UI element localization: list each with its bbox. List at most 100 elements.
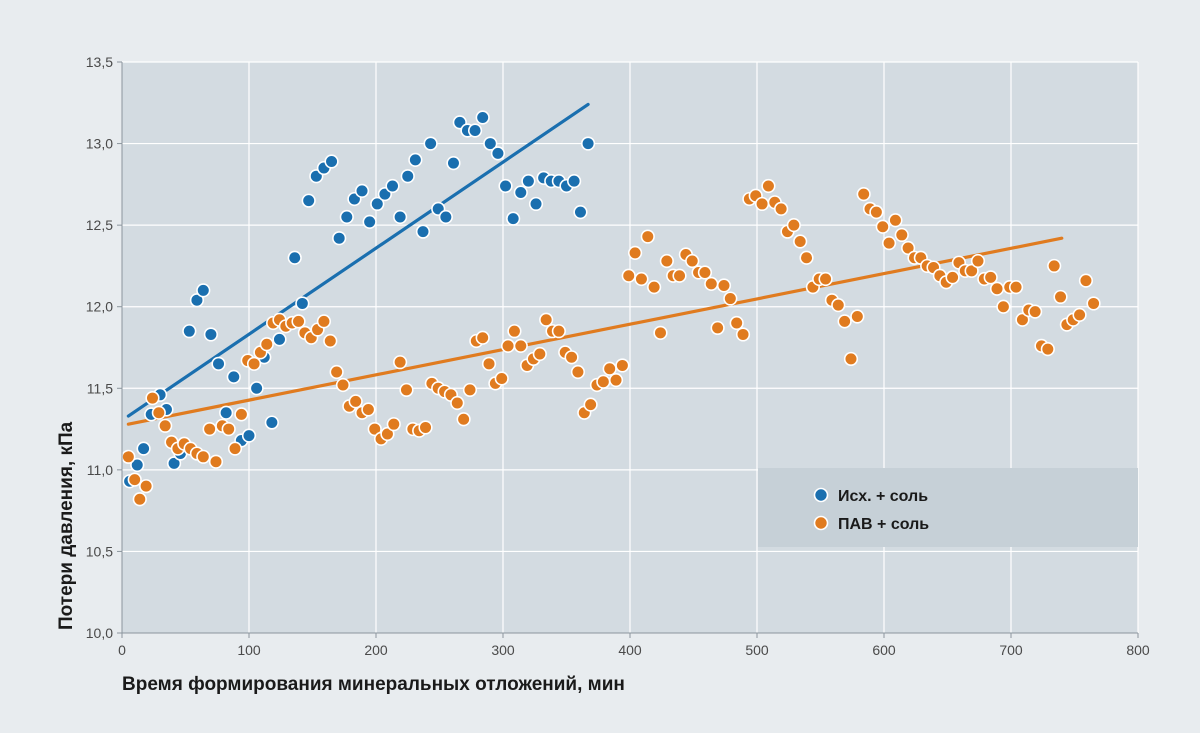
data-point-series-2 bbox=[888, 213, 903, 228]
data-point-series-2 bbox=[196, 449, 211, 464]
data-point-series-2 bbox=[259, 337, 274, 352]
data-point-series-2 bbox=[564, 350, 579, 365]
data-point-series-2 bbox=[875, 219, 890, 234]
data-point-series-2 bbox=[127, 472, 142, 487]
data-point-series-1 bbox=[513, 185, 528, 200]
data-point-series-2 bbox=[704, 276, 719, 291]
data-point-series-2 bbox=[399, 382, 414, 398]
data-point-series-1 bbox=[166, 456, 182, 471]
legend-marker-series-1 bbox=[813, 487, 829, 503]
data-point-series-2 bbox=[316, 314, 332, 329]
series-2-points bbox=[121, 178, 1101, 507]
data-point-series-2 bbox=[647, 280, 662, 295]
data-point-series-2 bbox=[869, 204, 884, 220]
data-point-series-2 bbox=[856, 187, 871, 202]
y-axis-ticks: 10,0 10,5 11,0 11,5 12,0 12,5 13,0 13,5 bbox=[86, 54, 122, 641]
data-point-series-2 bbox=[227, 441, 243, 456]
data-point-series-2 bbox=[221, 421, 236, 437]
data-point-series-2 bbox=[151, 405, 166, 420]
data-point-series-2 bbox=[513, 338, 528, 353]
data-point-series-2 bbox=[329, 364, 344, 380]
data-point-series-1 bbox=[272, 332, 287, 347]
data-point-series-2 bbox=[602, 361, 617, 376]
data-point-series-2 bbox=[723, 291, 738, 306]
data-point-series-1 bbox=[301, 193, 316, 208]
data-point-series-2 bbox=[386, 417, 401, 432]
data-point-series-1 bbox=[182, 324, 197, 339]
data-point-series-2 bbox=[1028, 304, 1043, 319]
y-tick-label: 11,5 bbox=[87, 380, 113, 396]
data-point-series-2 bbox=[653, 325, 668, 340]
data-point-series-2 bbox=[729, 315, 744, 331]
data-point-series-1 bbox=[130, 457, 145, 473]
data-point-series-2 bbox=[139, 479, 154, 494]
trend-line-series-1 bbox=[126, 102, 590, 418]
data-point-series-2 bbox=[494, 371, 509, 386]
data-point-series-2 bbox=[1015, 312, 1030, 327]
data-point-series-1 bbox=[226, 369, 241, 384]
legend-label-series-2: ПАВ + соль bbox=[838, 516, 929, 533]
legend-marker-series-2 bbox=[813, 515, 829, 531]
trend-lines bbox=[126, 102, 1064, 426]
data-point-series-1 bbox=[295, 296, 310, 311]
data-point-series-2 bbox=[1047, 258, 1062, 274]
data-point-series-2 bbox=[627, 245, 643, 260]
data-point-series-1 bbox=[475, 110, 490, 125]
data-point-series-2 bbox=[894, 227, 909, 243]
y-tick-label: 11,0 bbox=[87, 462, 113, 478]
data-point-series-1 bbox=[324, 154, 339, 169]
data-point-series-2 bbox=[121, 449, 136, 464]
data-point-series-1 bbox=[219, 405, 234, 420]
data-point-series-2 bbox=[989, 281, 1005, 296]
data-point-series-2 bbox=[418, 420, 433, 435]
data-point-series-2 bbox=[996, 299, 1011, 314]
data-point-series-1 bbox=[423, 136, 438, 151]
data-point-series-1 bbox=[189, 293, 205, 308]
data-point-series-2 bbox=[799, 250, 814, 265]
x-tick-label: 700 bbox=[999, 642, 1023, 658]
x-tick-label: 800 bbox=[1126, 642, 1150, 658]
data-point-series-2 bbox=[380, 426, 395, 442]
data-point-series-1 bbox=[415, 224, 431, 239]
x-tick-label: 200 bbox=[364, 642, 388, 658]
data-point-series-2 bbox=[735, 327, 751, 342]
data-point-series-2 bbox=[970, 253, 986, 269]
data-point-series-1 bbox=[521, 173, 536, 189]
data-point-series-2 bbox=[246, 356, 262, 371]
y-tick-label: 13,0 bbox=[86, 136, 113, 152]
data-point-series-1 bbox=[241, 428, 257, 443]
data-point-series-2 bbox=[475, 330, 490, 345]
data-point-series-2 bbox=[551, 324, 566, 339]
data-point-series-2 bbox=[697, 265, 713, 280]
data-point-series-1 bbox=[490, 146, 506, 161]
data-point-series-1 bbox=[339, 209, 354, 225]
data-point-series-1 bbox=[580, 136, 596, 151]
data-point-series-2 bbox=[659, 253, 674, 269]
data-point-series-2 bbox=[964, 263, 979, 278]
data-point-series-1 bbox=[467, 123, 483, 138]
data-point-series-2 bbox=[500, 338, 516, 353]
data-point-series-2 bbox=[945, 270, 960, 285]
data-point-series-1 bbox=[249, 381, 264, 396]
data-point-series-2 bbox=[1086, 296, 1101, 311]
data-point-series-2 bbox=[462, 382, 478, 398]
data-point-series-1 bbox=[203, 327, 218, 342]
trend-line-series-2 bbox=[126, 236, 1064, 426]
data-point-series-1 bbox=[362, 214, 377, 229]
data-point-series-2 bbox=[1040, 342, 1055, 357]
x-axis-title: Время формирования минеральных отложений… bbox=[122, 674, 625, 695]
data-point-series-2 bbox=[843, 351, 859, 367]
data-point-series-2 bbox=[1072, 307, 1087, 322]
data-point-series-2 bbox=[367, 421, 382, 437]
x-tick-label: 600 bbox=[872, 642, 896, 658]
legend: Исх. + соль ПАВ + соль bbox=[758, 468, 1138, 547]
x-tick-label: 100 bbox=[237, 642, 261, 658]
data-point-series-2 bbox=[901, 240, 916, 256]
data-point-series-2 bbox=[234, 407, 249, 422]
y-tick-label: 10,5 bbox=[86, 543, 113, 559]
data-point-series-2 bbox=[158, 418, 173, 433]
data-point-series-2 bbox=[1008, 280, 1024, 295]
data-point-series-2 bbox=[291, 314, 306, 329]
data-point-series-2 bbox=[145, 390, 160, 406]
data-point-series-2 bbox=[818, 271, 833, 287]
